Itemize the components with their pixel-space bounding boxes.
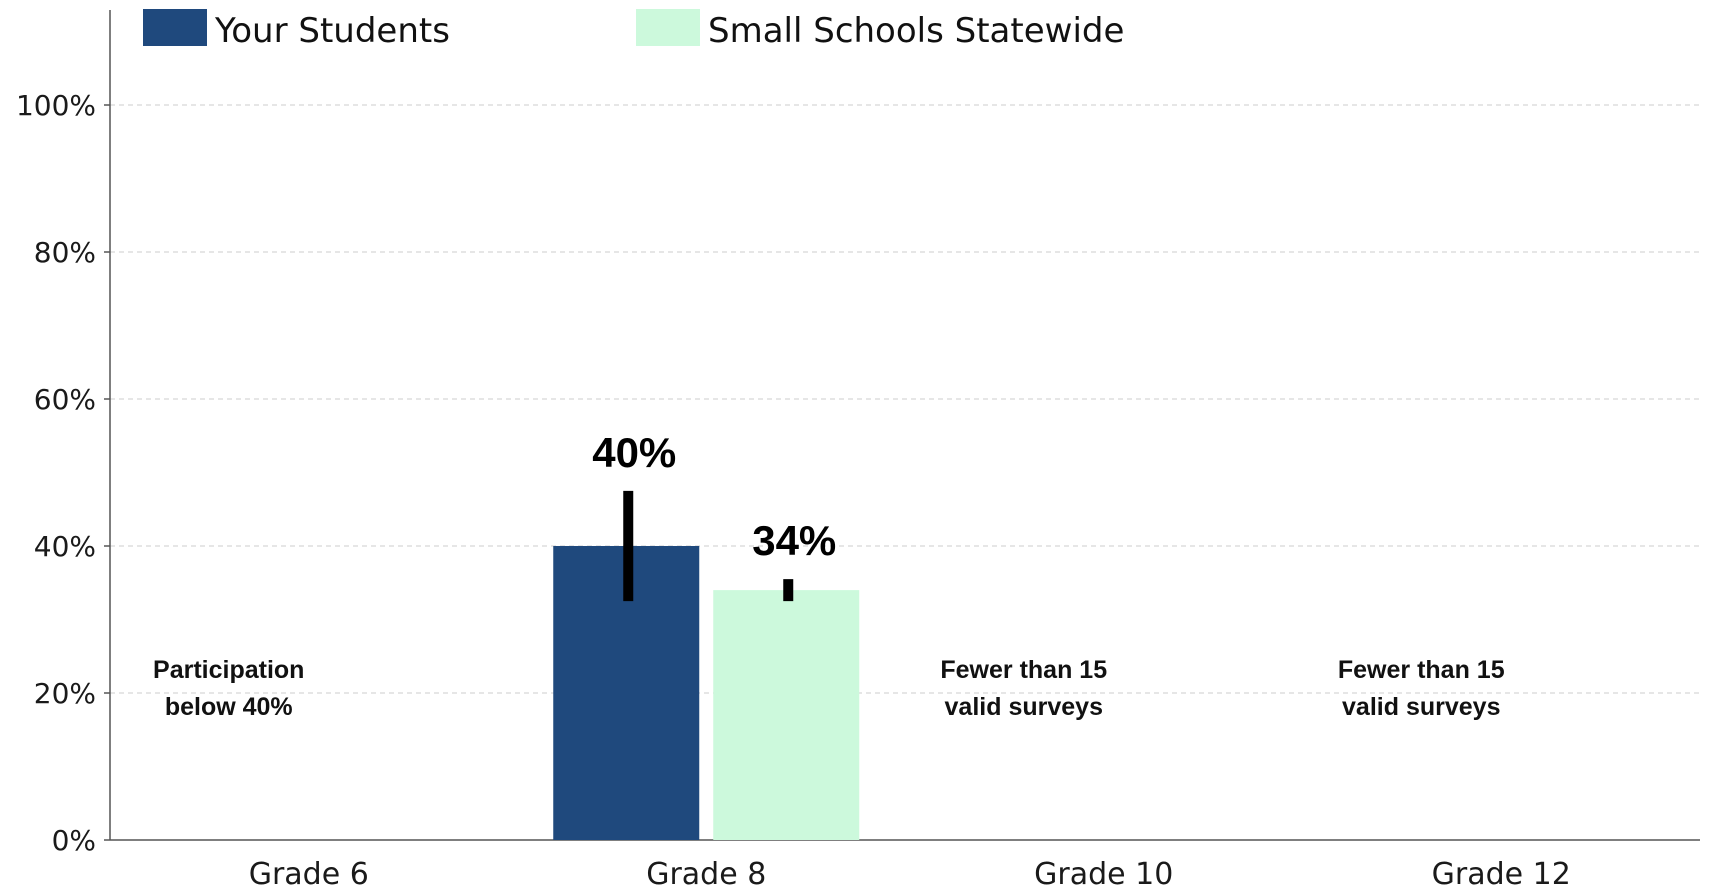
gridlines [110,104,1700,694]
y-tick-label: 60% [34,383,96,416]
legend-label: Your Students [214,11,450,51]
x-tick-label: Grade 12 [1432,857,1571,891]
y-tick-label: 20% [34,677,96,710]
y-tick-label: 80% [34,236,96,269]
annotation-note: below 40% [165,693,293,721]
y-tick-label: 100% [16,89,96,122]
x-tick-label: Grade 6 [249,857,369,891]
annotation-note: Fewer than 15 [1338,656,1505,684]
legend-swatch [143,9,207,46]
annotation-note: Fewer than 15 [940,656,1107,684]
legend-swatch [636,9,700,46]
annotation-note: valid surveys [945,693,1103,721]
x-tick-label: Grade 10 [1034,857,1173,891]
bar-small-schools-statewide [713,590,860,840]
axes: 0% 20% 40% 60% 80% 100% Grade 6 Grade 8 Grade 10… [16,10,1700,891]
y-tick-label: 0% [52,824,96,857]
x-tick-label: Grade 8 [646,857,766,891]
data-label: 40% [592,429,676,476]
annotation-note: Participation [153,656,304,684]
y-tick-label: 40% [34,530,96,563]
legend-label: Small Schools Statewide [708,11,1124,51]
bars [553,490,860,840]
data-label: 34% [752,517,836,564]
annotation-note: valid surveys [1342,693,1500,721]
legend: Your Students Small Schools Statewide [143,9,1124,51]
labels: 40% 34% Participation below 40% Fewer than 1… [153,429,1505,721]
